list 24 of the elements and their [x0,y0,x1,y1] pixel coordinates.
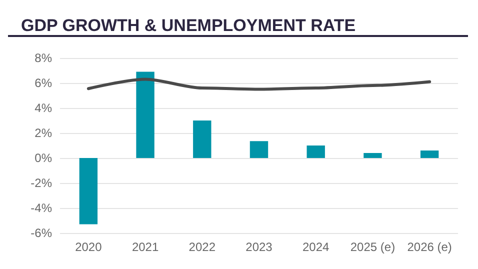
x-tick-label: 2023 [246,240,273,254]
y-tick-label: 2% [34,126,52,140]
line-series [86,78,432,91]
bar [136,72,154,158]
x-tick-label: 2020 [75,240,102,254]
x-tick-label: 2021 [132,240,159,254]
y-tick-label: 4% [34,101,52,115]
bar [364,153,382,158]
y-tick-label: -2% [30,176,52,190]
bar [420,150,439,158]
y-tick-label: -4% [30,201,52,215]
y-tick-label: 8% [34,51,52,65]
x-tick-label: 2025 (e) [350,240,396,254]
bar [306,146,325,158]
y-tick-label: 6% [34,76,52,90]
y-tick-label: 0% [34,151,52,165]
chart-title: GDP GROWTH & UNEMPLOYMENT RATE [21,16,356,35]
bar [193,120,212,158]
bar [79,158,98,224]
x-tick-label: 2022 [188,240,216,254]
x-tick-label: 2026 (e) [407,240,452,254]
x-tick-label: 2024 [302,240,330,254]
y-tick-label: -6% [30,226,52,240]
bar [250,141,268,158]
